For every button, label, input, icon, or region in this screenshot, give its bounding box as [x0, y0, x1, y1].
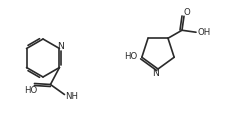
Text: O: O [184, 8, 190, 17]
Text: NH: NH [65, 92, 78, 101]
Text: OH: OH [197, 28, 211, 37]
Text: N: N [153, 69, 160, 78]
Text: HO: HO [24, 86, 37, 95]
Text: N: N [58, 42, 64, 51]
Text: HO: HO [124, 52, 137, 61]
